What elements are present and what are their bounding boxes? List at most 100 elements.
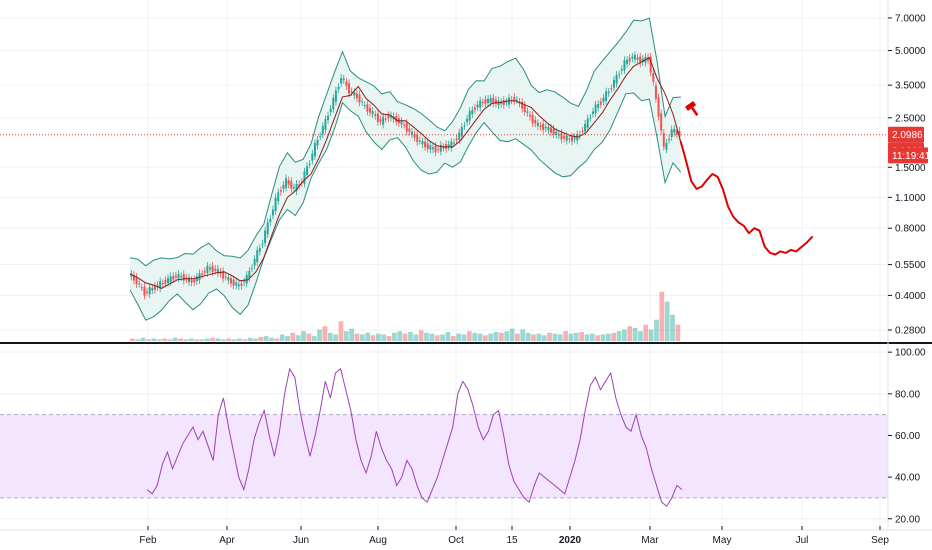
volume-bar bbox=[418, 330, 424, 341]
volume-bar bbox=[605, 333, 611, 341]
candle-body bbox=[552, 128, 555, 135]
volume-bar bbox=[194, 339, 199, 341]
candle-body bbox=[597, 103, 600, 108]
candle-body bbox=[542, 123, 545, 131]
rsi-line bbox=[146, 367, 683, 508]
candle-body bbox=[130, 273, 133, 277]
candle-body bbox=[148, 287, 151, 295]
candle-body bbox=[143, 286, 146, 296]
last-price-badge-bg bbox=[888, 126, 924, 143]
volume-bar bbox=[370, 335, 376, 341]
candle-body bbox=[337, 86, 340, 90]
volume-bar bbox=[263, 336, 269, 341]
volume-bar bbox=[450, 336, 456, 341]
candle-body bbox=[243, 281, 246, 283]
rsi-tick-label: 60.00 bbox=[895, 431, 920, 442]
volume-bar bbox=[632, 327, 638, 341]
time-tick-label: Jun bbox=[293, 535, 309, 546]
candle-body bbox=[610, 88, 613, 90]
candle-body bbox=[649, 56, 652, 73]
candle-body bbox=[439, 144, 442, 152]
volume-bar bbox=[611, 332, 617, 341]
candle-body bbox=[500, 102, 503, 105]
bollinger-upper-band bbox=[129, 17, 681, 267]
candle-body bbox=[434, 146, 437, 153]
bollinger-band-fill bbox=[130, 18, 681, 321]
candle-body bbox=[581, 130, 584, 132]
candle-body bbox=[502, 99, 505, 106]
candle-body bbox=[539, 125, 542, 127]
candle-body bbox=[227, 277, 230, 281]
candle-body bbox=[455, 138, 458, 140]
candle-body bbox=[177, 273, 180, 279]
candle-body bbox=[416, 134, 419, 143]
volume-bar bbox=[563, 331, 568, 341]
candle-body bbox=[403, 124, 406, 126]
candle-body bbox=[481, 102, 484, 104]
price-tick-label: 1.1000 bbox=[895, 193, 926, 204]
volume-bar bbox=[600, 334, 606, 341]
candle-body bbox=[673, 128, 676, 133]
volume-bar bbox=[167, 339, 173, 341]
volume-bar bbox=[675, 324, 681, 341]
candle-body bbox=[153, 285, 156, 290]
candle-body bbox=[350, 91, 353, 93]
candle-body bbox=[274, 197, 277, 211]
volume-bar bbox=[595, 335, 601, 341]
volume-bar bbox=[210, 337, 215, 341]
volume-bar bbox=[392, 332, 397, 341]
candle-body bbox=[271, 209, 274, 216]
time-tick-label: Oct bbox=[448, 535, 464, 546]
volume-bar bbox=[199, 339, 205, 341]
candles bbox=[130, 51, 681, 300]
candle-body bbox=[413, 134, 416, 138]
candle-body bbox=[521, 101, 524, 109]
volume-bar bbox=[381, 334, 387, 341]
candle-body bbox=[363, 104, 366, 106]
candle-body bbox=[245, 274, 248, 284]
candle-body bbox=[290, 181, 293, 189]
candle-body bbox=[279, 190, 282, 192]
candle-body bbox=[146, 291, 149, 293]
volume-bar bbox=[178, 338, 183, 341]
candle-body bbox=[408, 128, 411, 132]
candle-body bbox=[250, 268, 253, 270]
volume-bar bbox=[654, 319, 659, 341]
volume-bar bbox=[445, 331, 451, 341]
candle-body bbox=[410, 131, 413, 135]
candle-body bbox=[151, 287, 154, 291]
volume-bar bbox=[162, 338, 167, 341]
candle-body bbox=[224, 276, 227, 278]
volume-bar bbox=[499, 332, 504, 341]
rsi-tick-label: 40.00 bbox=[895, 473, 920, 484]
candle-body bbox=[214, 268, 217, 271]
volume-bar bbox=[525, 332, 531, 341]
candle-body bbox=[334, 90, 337, 102]
candle-body bbox=[216, 268, 219, 273]
candle-body bbox=[190, 279, 193, 283]
candle-body bbox=[450, 141, 453, 148]
volume-bar bbox=[477, 333, 483, 341]
price-tick-label: 0.4000 bbox=[895, 291, 926, 302]
volume-bar bbox=[584, 334, 590, 341]
rsi-tick-label: 20.00 bbox=[895, 514, 920, 525]
volume-bar bbox=[146, 339, 151, 341]
candle-body bbox=[353, 92, 356, 96]
candle-body bbox=[636, 57, 639, 60]
candle-body bbox=[292, 187, 295, 189]
volume-bar bbox=[365, 332, 371, 341]
volume-bar bbox=[456, 333, 461, 341]
volume-bar bbox=[552, 333, 558, 341]
candle-body bbox=[167, 278, 170, 283]
time-tick-label: Sep bbox=[871, 535, 889, 546]
candle-body bbox=[313, 143, 316, 157]
candle-body bbox=[626, 59, 629, 64]
volume-bar bbox=[338, 321, 344, 341]
volume-bar bbox=[648, 329, 654, 341]
candle-body bbox=[253, 258, 256, 266]
volume-bar bbox=[397, 331, 403, 341]
volume-bar bbox=[520, 329, 526, 341]
volume-bar bbox=[295, 335, 301, 341]
price-tick-label: 7.0000 bbox=[895, 13, 926, 24]
